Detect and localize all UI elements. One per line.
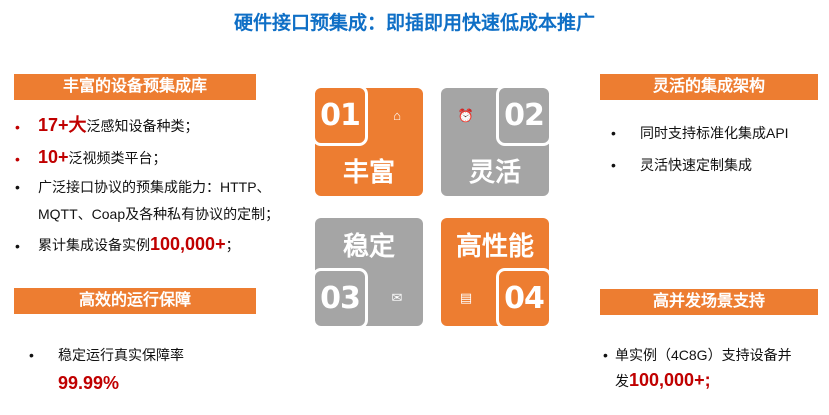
bullet: • (29, 347, 34, 363)
tile-label: 稳定 (342, 231, 395, 261)
item-text: 发 (615, 373, 629, 389)
quadrant-high-performance: 04 ▤ 高性能 (441, 218, 552, 329)
tile-number: 03 (312, 268, 368, 329)
section-header-high-concurrency: 高并发场景支持 (600, 289, 818, 315)
section-header-flexible-architecture: 灵活的集成架构 (600, 74, 818, 100)
chat-icon: ▤ (459, 290, 473, 305)
list-item: 稳定运行真实保障率 (58, 347, 184, 363)
uptime-value: 99.99% (58, 373, 120, 393)
emphasis: 100,000+ (150, 234, 226, 254)
bullet: • (603, 347, 608, 363)
bullet: • (15, 179, 20, 195)
tile-label: 灵活 (468, 157, 521, 187)
list-item: 同时支持标准化集成API (640, 125, 789, 141)
emphasis: 100,000+; (629, 370, 711, 390)
quadrant-rich: 01 ⌂ 丰富 (312, 85, 423, 196)
list-item: 广泛接口协议的预集成能力：HTTP、 (38, 179, 271, 195)
section-header-rich-library: 丰富的设备预集成库 (14, 74, 256, 100)
bullet: • (15, 238, 20, 254)
item-text: 泛视频类平台； (68, 150, 167, 166)
bullet: • (15, 151, 20, 167)
quadrant-stable: 03 ✉ 稳定 (312, 218, 423, 329)
emphasis: 17+大 (38, 115, 87, 135)
envelope-icon: ✉ (391, 290, 403, 305)
list-item: 17+大泛感知设备种类； (38, 115, 199, 136)
list-item: 灵活快速定制集成 (640, 157, 752, 173)
list-item: 累计集成设备实例100,000+； (38, 234, 240, 255)
tile-number: 02 (496, 85, 552, 146)
item-text: 泛感知设备种类； (86, 118, 199, 134)
list-item-continuation: MQTT、Coap及各种私有协议的定制； (38, 206, 280, 222)
bullet: • (611, 125, 616, 141)
list-item-continuation: 发100,000+; (615, 370, 711, 391)
list-item: 单实例（4C8G）支持设备并 (615, 347, 792, 363)
tile-label: 丰富 (342, 157, 395, 187)
bullet: • (15, 119, 20, 135)
tile-number: 04 (496, 268, 552, 329)
item-text: 累计集成设备实例 (38, 237, 150, 253)
home-icon: ⌂ (393, 108, 401, 123)
list-item: 10+泛视频类平台； (38, 147, 167, 168)
bullet: • (611, 157, 616, 173)
alarm-clock-icon: ⏰ (457, 108, 475, 123)
tile-number: 01 (312, 85, 368, 146)
page-title: 硬件接口预集成：即插即用快速低成本推广 (233, 13, 595, 34)
section-header-efficient-operation: 高效的运行保障 (14, 288, 256, 314)
item-tail: ； (225, 237, 240, 253)
tile-label: 高性能 (455, 231, 534, 261)
emphasis: 10+ (38, 147, 69, 167)
quadrant-flexible: 02 ⏰ 灵活 (441, 85, 552, 196)
